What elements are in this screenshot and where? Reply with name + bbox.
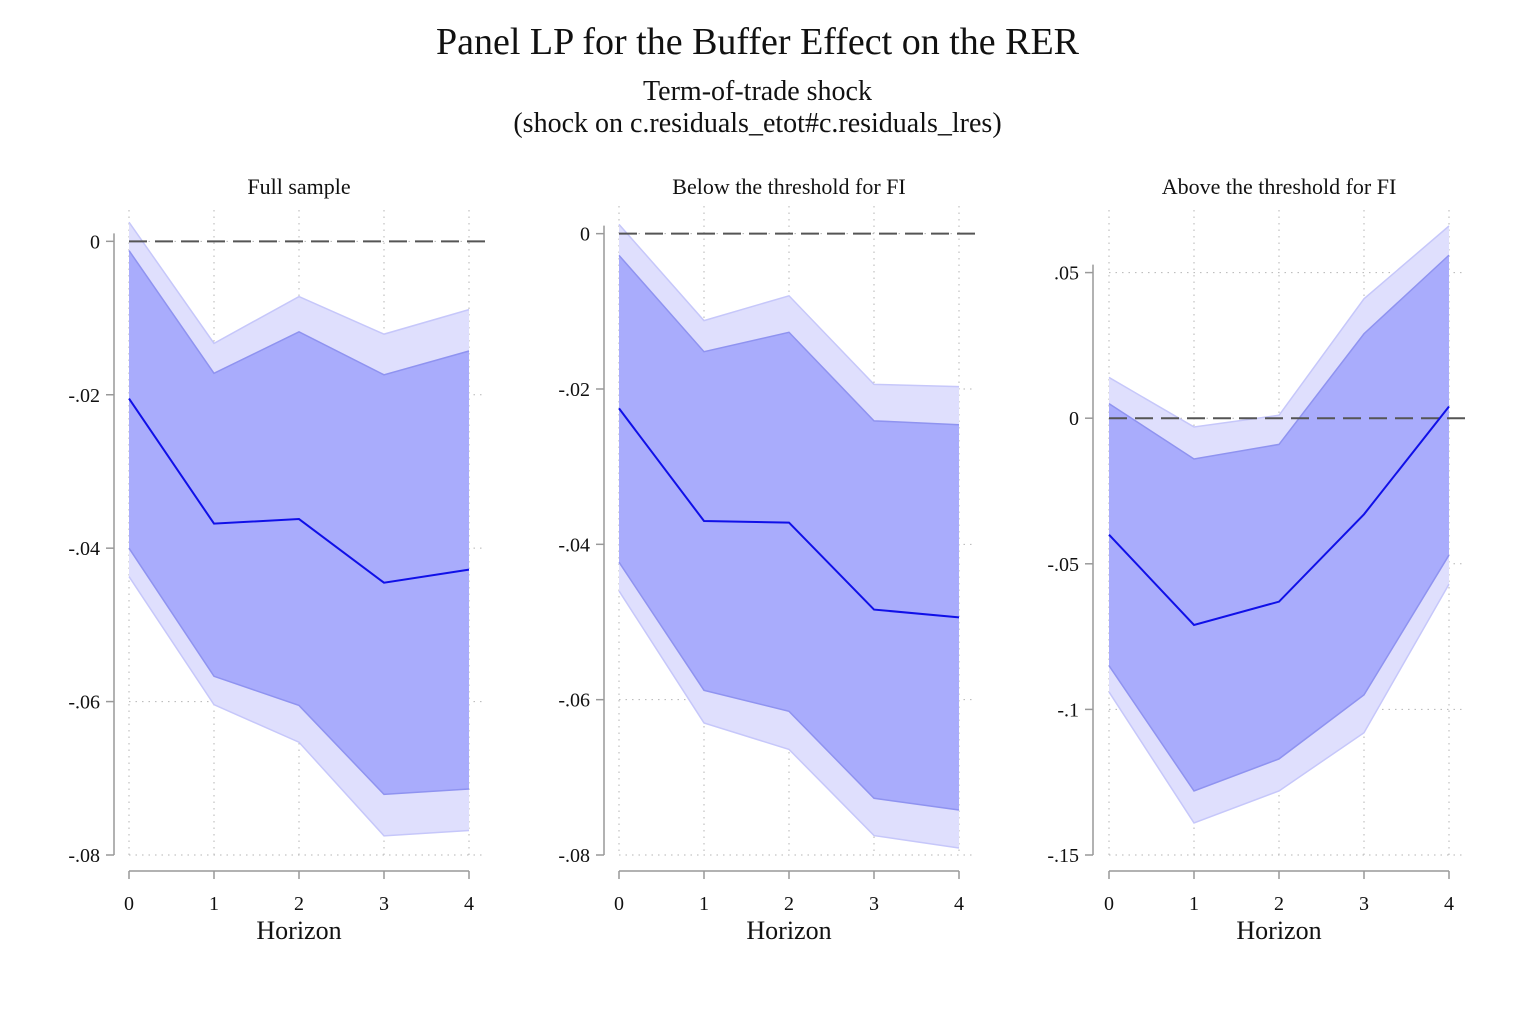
y-tick-label: -.06 <box>558 690 590 712</box>
x-tick-label: 2 <box>294 893 304 915</box>
band-90-lower-edge <box>128 576 470 837</box>
panel-1: 0 -.02 -.04 -.06 -.08 0 1 2 3 4 Horizon Full sample <box>68 174 485 945</box>
band-90-lower-edge <box>618 590 960 849</box>
x-tick-label: 1 <box>209 893 219 915</box>
panel-title: Above the threshold for FI <box>1162 174 1397 199</box>
band-90-lower-edge <box>1108 583 1450 824</box>
irf-estimate-line <box>1108 405 1450 627</box>
y-tick-label: -.08 <box>558 845 590 867</box>
x-axis-title: Horizon <box>746 916 831 945</box>
x-tick-label: 0 <box>614 893 624 915</box>
confidence-band-68 <box>129 250 469 795</box>
y-tick-label: -.02 <box>558 379 590 401</box>
panel-3: .05 0 -.05 -.1 -.15 0 1 2 3 4 Horizon Above the thr… <box>1047 174 1465 945</box>
x-tick-label: 1 <box>699 893 709 915</box>
panel-title: Full sample <box>247 174 350 199</box>
irf-estimate-line <box>618 407 960 619</box>
y-tick-label: -.15 <box>1047 845 1079 867</box>
y-tick-label: -.02 <box>68 385 100 407</box>
x-tick-label: 3 <box>1359 893 1369 915</box>
x-tick-label: 0 <box>124 893 134 915</box>
y-tick-label: .05 <box>1054 263 1079 285</box>
x-tick-label: 4 <box>954 893 964 915</box>
x-axis-title: Horizon <box>1236 916 1321 945</box>
x-tick-label: 3 <box>869 893 879 915</box>
y-tick-label: -.08 <box>68 845 100 867</box>
y-tick-label: -.06 <box>68 692 100 714</box>
x-tick-label: 4 <box>1444 893 1454 915</box>
x-tick-label: 2 <box>784 893 794 915</box>
confidence-band-68 <box>619 255 959 810</box>
band-68-upper-edge <box>128 250 470 376</box>
x-tick-label: 2 <box>1274 893 1284 915</box>
band-68-lower-edge <box>618 561 960 811</box>
x-tick-label: 3 <box>379 893 389 915</box>
confidence-band-68 <box>1109 255 1449 791</box>
y-tick-label: 0 <box>90 231 100 253</box>
y-tick-label: -.04 <box>558 534 590 556</box>
y-tick-label: -.05 <box>1047 554 1079 576</box>
y-tick-label: -.04 <box>68 538 100 560</box>
band-68-upper-edge <box>618 254 960 426</box>
band-90-upper-edge <box>618 223 960 388</box>
x-tick-label: 4 <box>464 893 474 915</box>
band-68-upper-edge <box>1108 254 1450 460</box>
band-68-lower-edge <box>1108 554 1450 792</box>
irf-estimate-line <box>128 398 470 584</box>
panel-title: Below the threshold for FI <box>672 174 905 199</box>
chart-subtitle-line1: Term-of-trade shock <box>643 76 872 107</box>
y-tick-label: -.1 <box>1057 699 1079 721</box>
chart-subtitle-line2: (shock on c.residuals_etot#c.residuals_l… <box>513 108 1002 139</box>
band-90-upper-edge <box>1108 225 1450 428</box>
x-tick-label: 0 <box>1104 893 1114 915</box>
y-tick-label: 0 <box>580 224 590 246</box>
x-axis-title: Horizon <box>256 916 341 945</box>
band-90-upper-edge <box>128 221 470 345</box>
chart-title: Panel LP for the Buffer Effect on the RE… <box>435 21 1080 63</box>
x-tick-label: 1 <box>1189 893 1199 915</box>
band-68-lower-edge <box>128 547 470 796</box>
y-tick-label: 0 <box>1069 408 1079 430</box>
panel-2: 0 -.02 -.04 -.06 -.08 0 1 2 3 4 Horizon Below the t… <box>558 174 975 945</box>
